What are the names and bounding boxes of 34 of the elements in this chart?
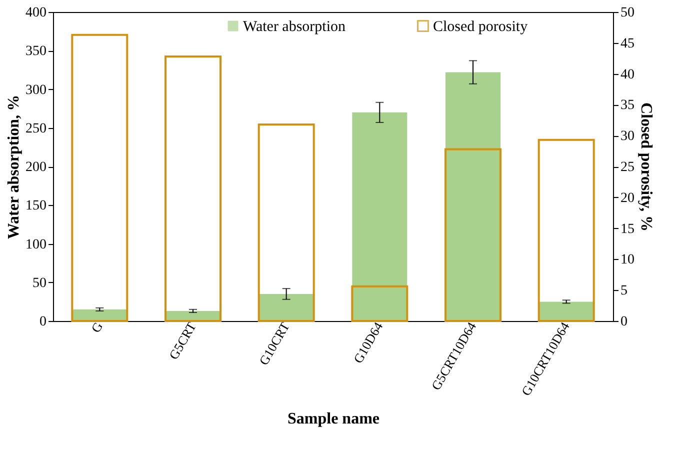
legend-label: Water absorption <box>243 19 346 35</box>
bar <box>538 138 595 322</box>
y2-tick-label: 10 <box>620 252 634 268</box>
y2-tick-label: 0 <box>620 314 628 330</box>
y-tick-label: 400 <box>26 6 46 20</box>
bar <box>351 285 408 322</box>
legend-label: Closed porosity <box>433 19 528 35</box>
y-tick-label: 300 <box>26 82 46 98</box>
y-tick-label: 100 <box>26 237 46 252</box>
y2-tick-label: 15 <box>620 222 634 237</box>
x-axis-title: Sample name <box>288 410 380 428</box>
y2-tick-label: 5 <box>620 284 628 299</box>
y2-tick-label: 45 <box>620 36 634 52</box>
y2-tick-label: 30 <box>620 129 634 144</box>
y-tick-label: 150 <box>26 198 46 214</box>
y-tick-label: 350 <box>26 44 46 60</box>
y2-axis-title: Closed porosity, % <box>638 102 654 232</box>
y2-tick-label: 25 <box>620 160 634 175</box>
bar <box>71 34 128 322</box>
x-tick-label: G <box>88 320 106 336</box>
y-tick-label: 50 <box>32 276 46 291</box>
bar <box>258 294 314 321</box>
bar <box>164 55 222 322</box>
y2-tick-label: 50 <box>620 6 634 20</box>
y-tick-label: 0 <box>40 314 46 330</box>
bar <box>446 72 500 321</box>
bar <box>352 112 408 321</box>
y2-tick-label: 35 <box>620 98 634 114</box>
y-axis-title: Water absorption, % <box>6 94 22 240</box>
y2-tick-label: 20 <box>620 190 634 206</box>
y-tick-label: 250 <box>26 121 46 136</box>
y-tick-label: 200 <box>26 160 46 175</box>
bar <box>258 123 315 322</box>
y2-tick-label: 40 <box>620 67 634 82</box>
